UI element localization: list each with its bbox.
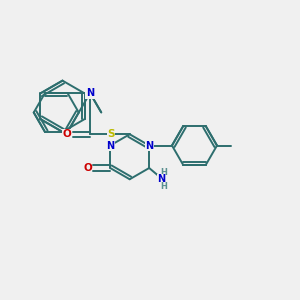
Text: H: H <box>161 182 168 190</box>
Text: O: O <box>63 129 72 139</box>
Text: N: N <box>157 174 165 184</box>
Text: N: N <box>86 88 94 98</box>
Text: N: N <box>145 140 153 151</box>
Text: N: N <box>106 140 114 151</box>
Text: S: S <box>107 129 115 139</box>
Text: H: H <box>161 168 168 177</box>
Text: O: O <box>83 163 92 173</box>
